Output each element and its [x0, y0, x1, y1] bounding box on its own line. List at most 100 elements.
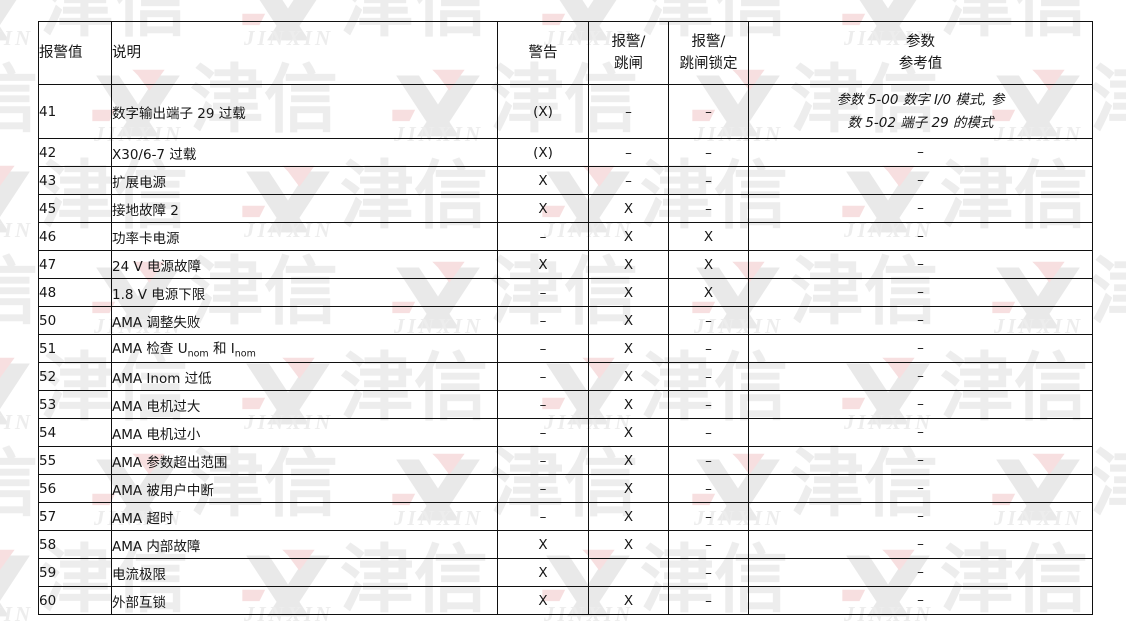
column-header-parameter-line1: 参数 — [906, 33, 935, 50]
cell-alarm-trip-lock: X — [668, 278, 749, 307]
cell-alarm-trip-lock: – — [668, 530, 749, 559]
cell-description: AMA 检查 Unom 和 Inom — [111, 334, 498, 363]
parameter-reference-line1: – — [917, 536, 924, 553]
cell-alarm-value: 41 — [38, 84, 112, 139]
cell-warning: – — [497, 334, 589, 363]
cell-description: 数字输出端子 29 过载 — [111, 84, 498, 139]
cell-alarm-trip: X — [588, 474, 669, 503]
cell-alarm-trip: X — [588, 194, 669, 223]
parameter-reference-line1: – — [917, 480, 924, 497]
cell-warning: X — [497, 194, 589, 223]
column-header-alarm-trip-lock-line2: 跳闸锁定 — [679, 56, 738, 72]
cell-alarm-trip-lock: – — [668, 446, 749, 475]
cell-alarm-value: 56 — [38, 474, 112, 503]
column-header-alarm-trip-line2: 跳闸 — [614, 56, 643, 72]
cell-parameter-reference: – — [748, 250, 1093, 279]
cell-description: 扩展电源 — [111, 166, 498, 195]
cell-parameter-reference: – — [748, 474, 1093, 503]
cell-alarm-trip-lock: – — [668, 138, 749, 167]
table-row: 41 数字输出端子 29 过载 (X) – – 参数 5-00 数字 I/0 模式, 参数… — [38, 84, 1093, 139]
cell-alarm-trip-lock: – — [668, 166, 749, 195]
cell-alarm-trip: X — [588, 334, 669, 363]
alarm-table-container: 报警值 说明 警告 报警/ 跳闸 报警/ 跳闸锁定 参数 参考值 41 数字输出端… — [38, 21, 1093, 615]
table-row: 54 AMA 电机过小 – X – – — [38, 418, 1093, 447]
cell-description: 24 V 电源故障 — [111, 250, 498, 279]
watermark-x-icon — [0, 165, 30, 233]
cell-alarm-trip-lock: – — [668, 84, 749, 139]
cell-alarm-value: 55 — [38, 446, 112, 475]
cell-alarm-trip: X — [588, 250, 669, 279]
parameter-reference-line1: – — [917, 508, 924, 525]
cell-parameter-reference: 参数 5-00 数字 I/0 模式, 参数 5-02 端子 29 的模式 — [748, 84, 1093, 139]
cell-parameter-reference: – — [748, 362, 1093, 391]
cell-alarm-value: 42 — [38, 138, 112, 167]
cell-description: 功率卡电源 — [111, 222, 498, 251]
watermark-brand-latin: JINXIN — [0, 218, 34, 242]
cell-parameter-reference: – — [748, 418, 1093, 447]
cell-alarm-trip: X — [588, 530, 669, 559]
cell-alarm-trip: X — [588, 586, 669, 615]
cell-alarm-trip: X — [588, 446, 669, 475]
cell-parameter-reference: – — [748, 446, 1093, 475]
table-row: 56 AMA 被用户中断 – X – – — [38, 474, 1093, 503]
table-row: 51 AMA 检查 Unom 和 Inom – X – – — [38, 334, 1093, 363]
table-row: 48 1.8 V 电源下限 – X X – — [38, 278, 1093, 307]
cell-parameter-reference: – — [748, 222, 1093, 251]
cell-warning: X — [497, 530, 589, 559]
parameter-reference-line1: – — [917, 564, 924, 581]
cell-alarm-trip: – — [588, 166, 669, 195]
cell-alarm-value: 60 — [38, 586, 112, 615]
cell-alarm-trip: X — [588, 418, 669, 447]
cell-alarm-trip — [588, 558, 669, 587]
column-header-description: 说明 — [111, 21, 498, 85]
watermark-brand-cn: 津信 — [0, 249, 38, 335]
cell-description: 1.8 V 电源下限 — [111, 278, 498, 307]
cell-description: 外部互锁 — [111, 586, 498, 615]
cell-description: AMA 电机过大 — [111, 390, 498, 419]
cell-alarm-value: 48 — [38, 278, 112, 307]
cell-alarm-value: 47 — [38, 250, 112, 279]
cell-warning: – — [497, 446, 589, 475]
table-row: 58 AMA 内部故障 X X – – — [38, 530, 1093, 559]
cell-description: AMA 电机过小 — [111, 418, 498, 447]
parameter-reference-line1: – — [917, 452, 924, 469]
table-row: 57 AMA 超时 – X – – — [38, 502, 1093, 531]
cell-parameter-reference: – — [748, 194, 1093, 223]
cell-warning: X — [497, 558, 589, 587]
cell-alarm-value: 51 — [38, 334, 112, 363]
parameter-reference-line1: – — [917, 200, 924, 217]
cell-alarm-value: 50 — [38, 306, 112, 335]
cell-alarm-trip-lock: – — [668, 306, 749, 335]
watermark-x-icon — [0, 357, 30, 425]
cell-alarm-trip-lock: X — [668, 250, 749, 279]
cell-alarm-trip: X — [588, 278, 669, 307]
parameter-reference-line1: – — [917, 368, 924, 385]
column-header-parameter-reference: 参数 参考值 — [748, 21, 1093, 85]
cell-alarm-trip: – — [588, 84, 669, 139]
watermark-brand-latin: JINXIN — [0, 602, 34, 626]
watermark-brand-cn: 津信 — [1090, 60, 1126, 140]
table-body: 41 数字输出端子 29 过载 (X) – – 参数 5-00 数字 I/0 模式, 参数… — [38, 84, 1093, 615]
cell-alarm-value: 43 — [38, 166, 112, 195]
table-row: 47 24 V 电源故障 X X X – — [38, 250, 1093, 279]
parameter-reference-line1: – — [917, 172, 924, 189]
watermark-x-icon — [0, 0, 17, 41]
cell-warning: – — [497, 306, 589, 335]
cell-description: AMA 被用户中断 — [111, 474, 498, 503]
parameter-reference-line1: – — [917, 424, 924, 441]
cell-alarm-value: 57 — [38, 502, 112, 531]
cell-alarm-trip: X — [588, 362, 669, 391]
watermark-brand-cn: 津信 — [1090, 444, 1126, 524]
parameter-reference-line1: 参数 5-00 数字 I/0 模式, 参 — [836, 92, 1005, 109]
cell-warning: (X) — [497, 84, 589, 139]
cell-alarm-value: 54 — [38, 418, 112, 447]
watermark-brand-latin: JINXIN — [0, 26, 34, 50]
cell-alarm-trip: X — [588, 390, 669, 419]
watermark-brand-latin: JINXIN — [0, 410, 34, 434]
cell-parameter-reference: – — [748, 306, 1093, 335]
cell-alarm-trip-lock: – — [668, 390, 749, 419]
table-header-row: 报警值 说明 警告 报警/ 跳闸 报警/ 跳闸锁定 参数 参考值 — [38, 21, 1093, 85]
column-header-warning: 警告 — [497, 21, 589, 85]
cell-alarm-value: 58 — [38, 530, 112, 559]
cell-parameter-reference: – — [748, 166, 1093, 195]
